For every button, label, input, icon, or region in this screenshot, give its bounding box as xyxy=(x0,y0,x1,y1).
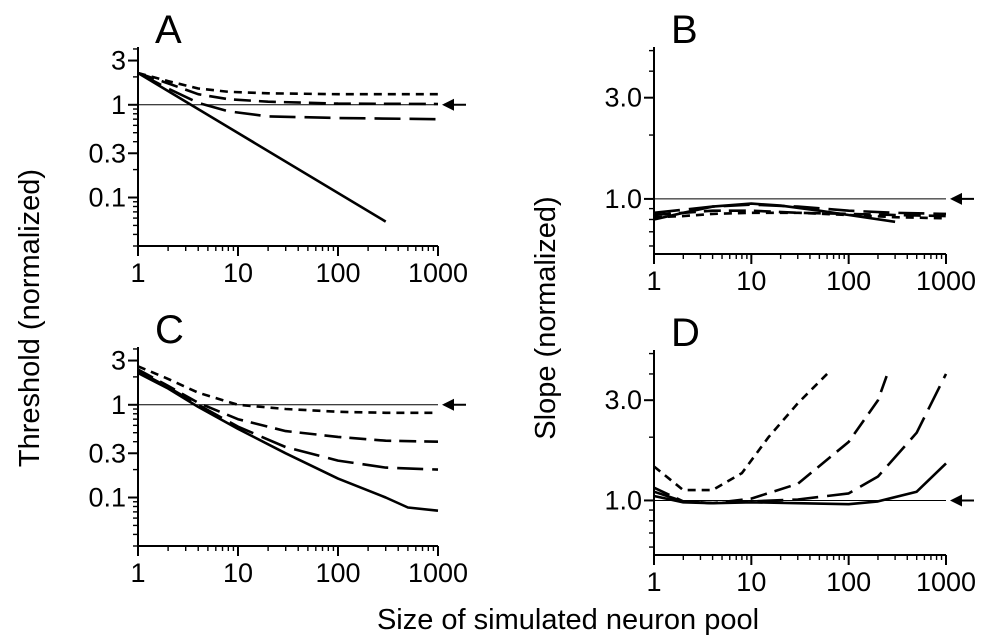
y-tick-label-c: 0.3 xyxy=(88,438,126,468)
series-long-dash-a xyxy=(137,71,439,121)
x-tick-label-b: 10 xyxy=(736,266,766,296)
left-y-axis-title: Threshold (normalized) xyxy=(14,169,46,467)
x-tick-label-d: 1000 xyxy=(916,567,976,597)
x-tick-label-d: 10 xyxy=(736,567,766,597)
panel-label-b: B xyxy=(671,8,698,52)
panel-label-d: D xyxy=(671,311,700,355)
x-tick-label-b: 1000 xyxy=(916,266,976,296)
y-tick-label-a: 3 xyxy=(111,46,126,76)
y-tick-label-d: 3.0 xyxy=(604,385,642,415)
arrow-head-a xyxy=(442,98,454,111)
y-tick-label-c: 1 xyxy=(111,390,126,420)
y-tick-label-a: 1 xyxy=(111,90,126,120)
x-tick-label-c: 1000 xyxy=(408,558,468,588)
panel-label-c: C xyxy=(155,308,184,352)
panel-label-a: A xyxy=(155,8,182,52)
panel-d: D 1 10 100 1000 1.0 3.0 xyxy=(604,311,976,597)
y-tick-label-a: 0.3 xyxy=(88,138,126,168)
series-medium-dash-d xyxy=(653,373,889,505)
series-solid-a xyxy=(137,71,387,223)
series-medium-dash-b xyxy=(653,209,947,218)
x-tick-label-c: 10 xyxy=(223,558,253,588)
x-tick-label-a: 1 xyxy=(130,258,145,288)
y-tick-label-b: 3.0 xyxy=(604,83,642,113)
x-tick-label-b: 100 xyxy=(826,266,871,296)
arrow-head-b xyxy=(950,192,962,205)
series-long-dash-d xyxy=(653,373,948,505)
series-medium-dash-c xyxy=(137,368,439,443)
right-y-axis-title: Slope (normalized) xyxy=(530,196,562,439)
panel-c: C 1 10 100 1000 0.1 0.3 1 3 xyxy=(88,308,468,588)
x-tick-label-d: 1 xyxy=(646,567,661,597)
series-short-dash-a xyxy=(137,71,438,96)
x-tick-label-a: 10 xyxy=(223,258,253,288)
y-tick-label-c: 0.1 xyxy=(88,483,126,513)
y-tick-label-c: 3 xyxy=(111,346,126,376)
x-tick-label-c: 100 xyxy=(315,558,360,588)
series-solid-c xyxy=(137,371,439,512)
y-tick-label-b: 1.0 xyxy=(604,184,642,214)
y-tick-label-d: 1.0 xyxy=(604,485,642,515)
x-tick-label-a: 1000 xyxy=(408,258,468,288)
x-tick-label-b: 1 xyxy=(646,266,661,296)
shared-x-axis-title: Size of simulated neuron pool xyxy=(377,604,759,636)
series-short-dash-c xyxy=(137,365,438,415)
arrow-head-d xyxy=(950,494,962,507)
x-tick-label-d: 100 xyxy=(826,567,871,597)
series-medium-dash-a xyxy=(137,71,439,106)
series-short-dash-b xyxy=(653,211,947,220)
arrow-head-c xyxy=(442,398,454,411)
x-tick-label-c: 1 xyxy=(130,558,145,588)
y-tick-label-a: 0.1 xyxy=(88,183,126,213)
x-tick-label-a: 100 xyxy=(315,258,360,288)
panel-b: B 1 10 100 1000 1.0 3.0 xyxy=(604,8,976,296)
series-short-dash-d xyxy=(653,372,829,492)
series-long-dash-b xyxy=(653,203,947,216)
panel-a: A 1 10 100 1000 0.1 0.3 1 3 xyxy=(88,8,468,288)
